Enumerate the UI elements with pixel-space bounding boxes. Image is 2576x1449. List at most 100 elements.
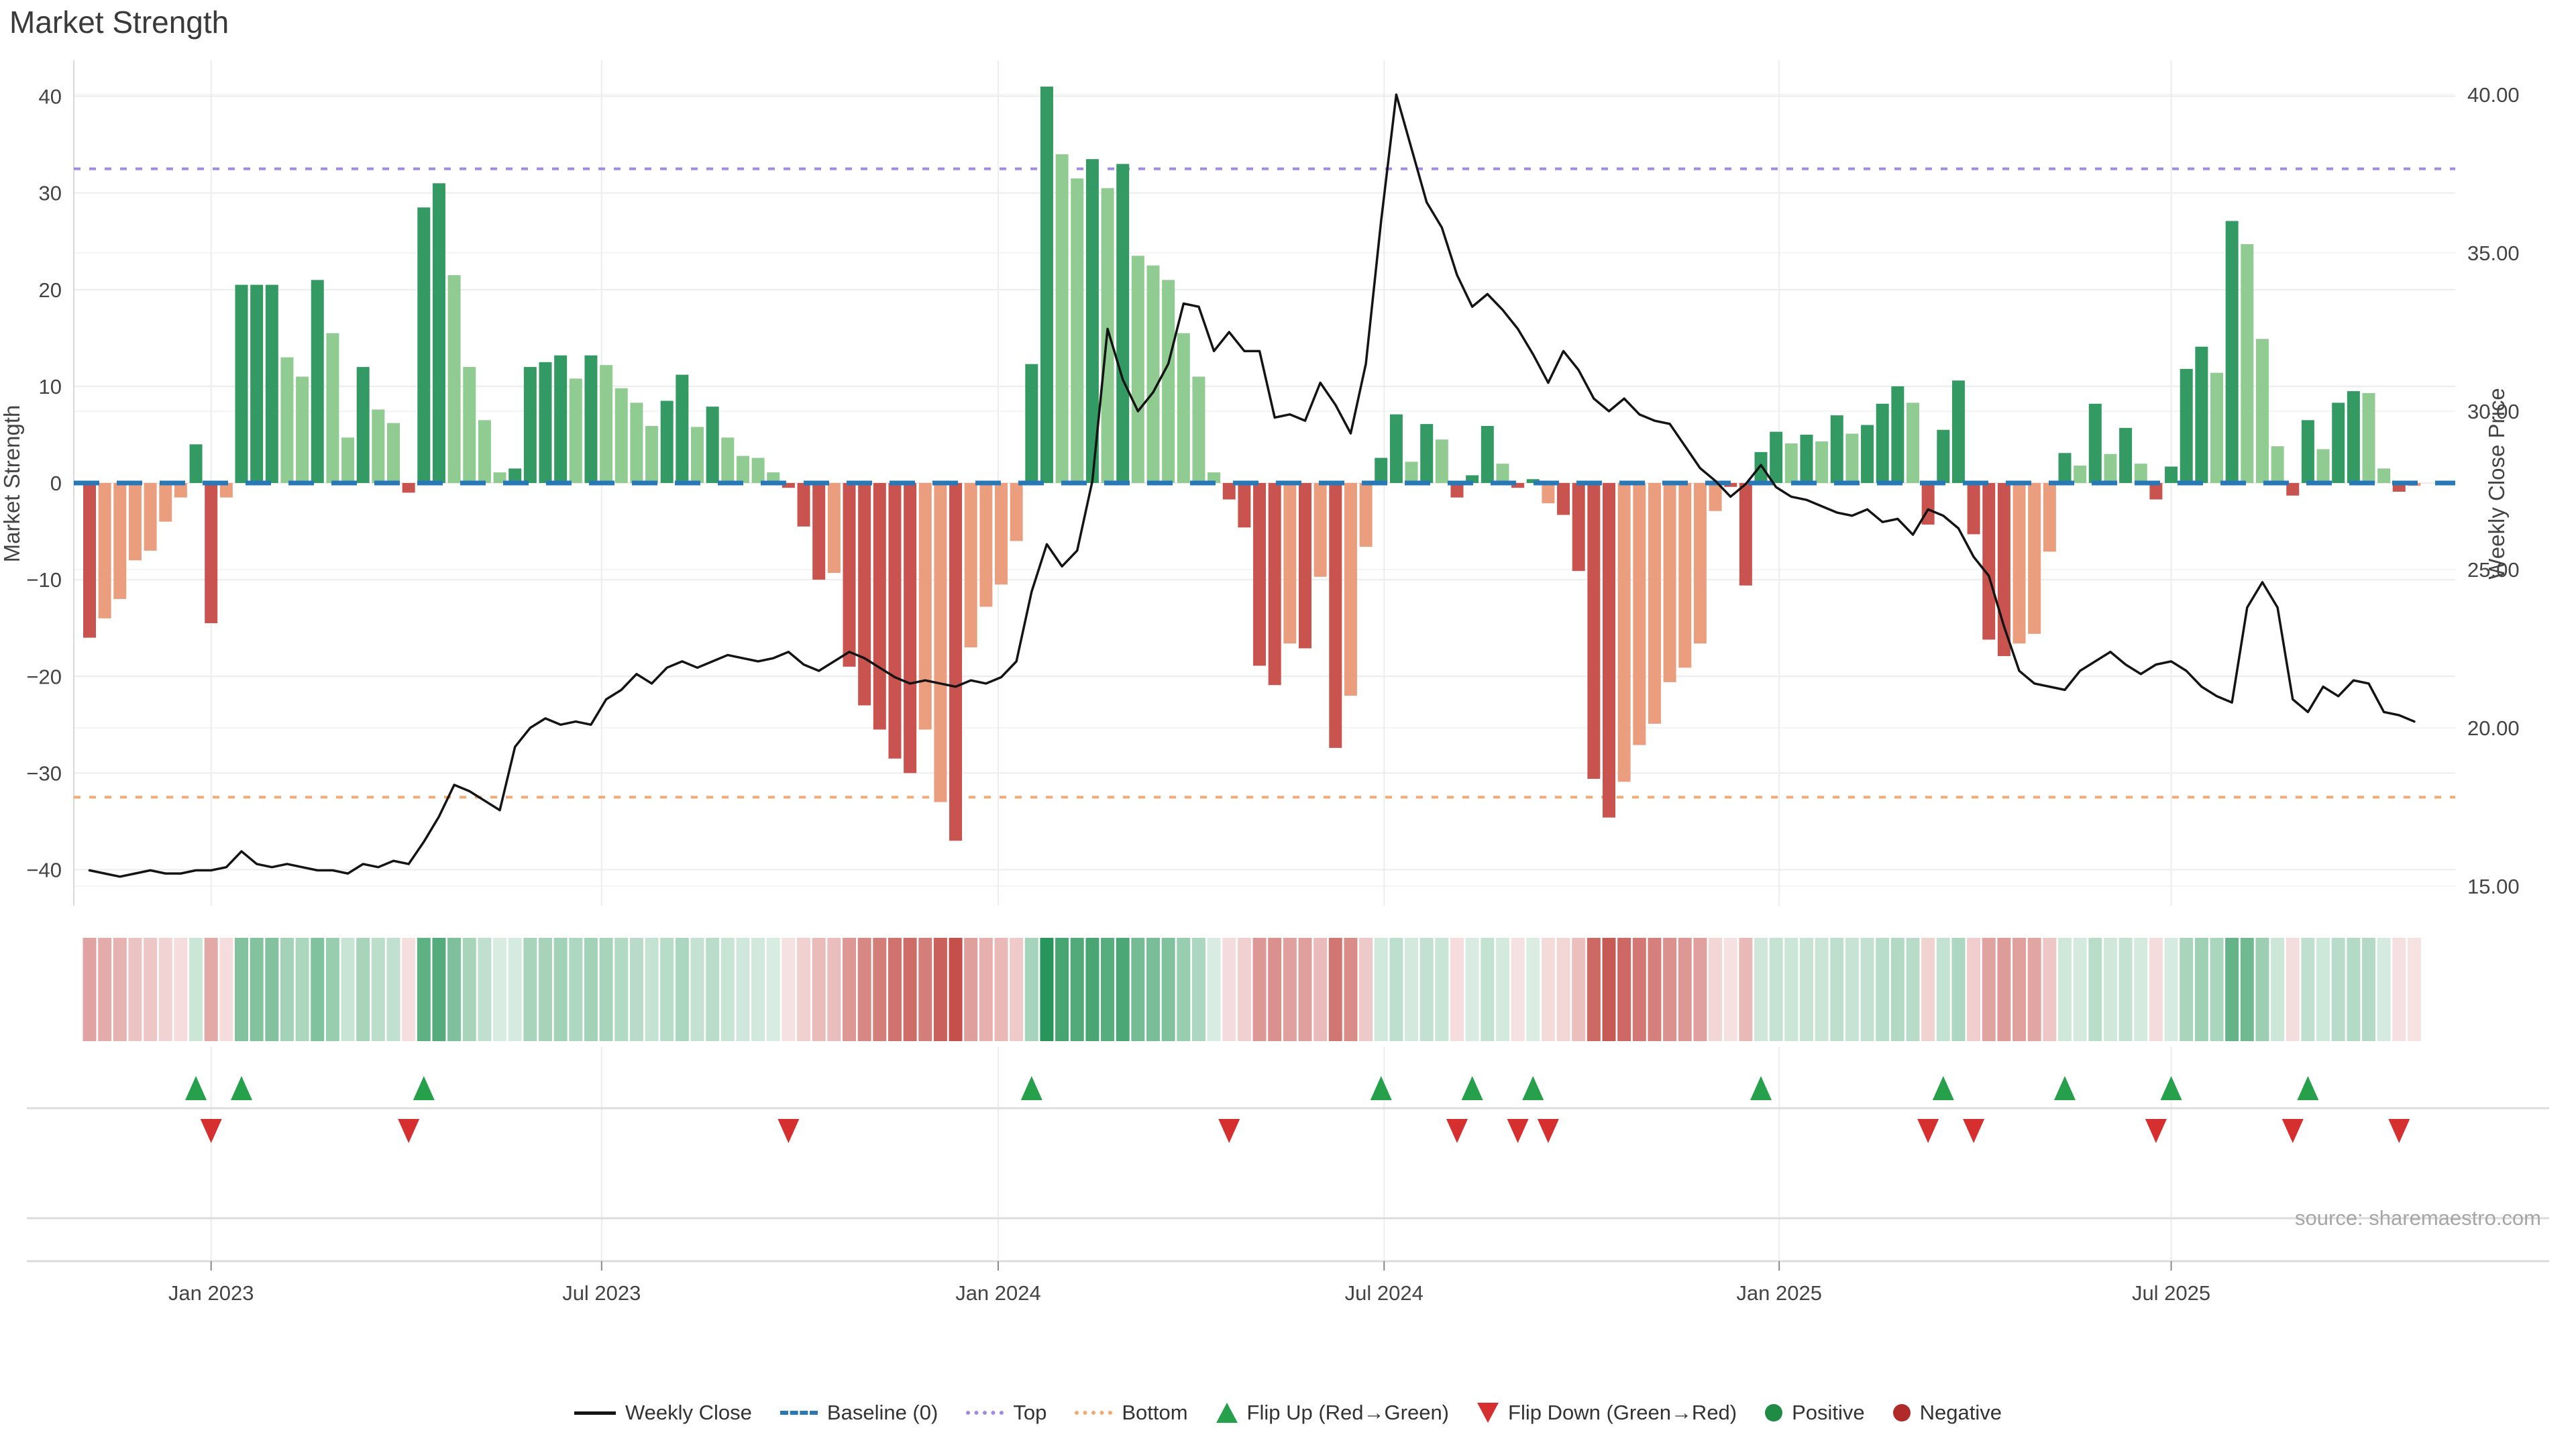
heatmap-cell bbox=[250, 938, 264, 1041]
strength-bar bbox=[934, 483, 947, 802]
strength-bar bbox=[995, 483, 1008, 585]
heatmap-cell bbox=[660, 938, 674, 1041]
strength-bar bbox=[2074, 466, 2087, 483]
strength-bar bbox=[1693, 483, 1707, 644]
heatmap-cell bbox=[1237, 938, 1251, 1041]
flip-up-marker bbox=[185, 1076, 207, 1100]
flip-up-marker bbox=[2297, 1076, 2319, 1100]
heatmap-cell bbox=[1101, 938, 1115, 1041]
strength-bar bbox=[356, 367, 370, 483]
heatmap-cell bbox=[113, 938, 127, 1041]
legend-item-positive[interactable]: Positive bbox=[1765, 1401, 1865, 1425]
heatmap-cell bbox=[1572, 938, 1586, 1041]
strength-bar bbox=[660, 400, 674, 483]
legend-item-flip-down[interactable]: Flip Down (Green→Red) bbox=[1477, 1401, 1737, 1425]
strength-bar bbox=[676, 374, 689, 483]
strength-bar bbox=[858, 483, 871, 706]
heatmap-cell bbox=[782, 938, 796, 1041]
legend-item-bottom[interactable]: Bottom bbox=[1075, 1401, 1188, 1425]
strength-bar bbox=[797, 483, 810, 527]
strength-bar bbox=[1663, 483, 1676, 682]
heatmap-cell bbox=[1511, 938, 1525, 1041]
heatmap-cell bbox=[873, 938, 887, 1041]
weekly-close-line bbox=[88, 93, 2416, 878]
strength-bar bbox=[554, 355, 568, 483]
heatmap-cell bbox=[933, 938, 947, 1041]
x-tick-label: Jul 2023 bbox=[562, 1281, 641, 1305]
strength-bar bbox=[98, 483, 111, 619]
heatmap-cell bbox=[1283, 938, 1297, 1041]
strength-bar bbox=[1861, 425, 1874, 483]
triangle-down-icon bbox=[1477, 1403, 1499, 1423]
heatmap-cell bbox=[1997, 938, 2011, 1041]
strength-bar bbox=[2088, 403, 2102, 483]
legend-label: Flip Down (Green→Red) bbox=[1508, 1401, 1737, 1424]
legend-item-weekly-close[interactable]: Weekly Close bbox=[574, 1401, 752, 1425]
heatmap-cell bbox=[2225, 938, 2239, 1041]
triangle-up-icon bbox=[1216, 1403, 1238, 1423]
heatmap-cell bbox=[2286, 938, 2300, 1041]
strength-bar bbox=[296, 376, 309, 483]
strength-bar bbox=[1678, 483, 1692, 668]
left-tick-label: 0 bbox=[50, 472, 62, 495]
heatmap-cell bbox=[1419, 938, 1434, 1041]
dotted-line-orange-icon bbox=[1075, 1411, 1113, 1415]
strength-bar bbox=[174, 483, 187, 498]
heatmap-cell bbox=[508, 938, 522, 1041]
strength-bar bbox=[493, 472, 506, 483]
heatmap-cell bbox=[2164, 938, 2178, 1041]
heatmap-cell bbox=[402, 938, 416, 1041]
heatmap-cell bbox=[2194, 938, 2208, 1041]
strength-bar bbox=[2225, 221, 2239, 483]
left-tick-label: 40 bbox=[39, 85, 62, 109]
heatmap-cell bbox=[1146, 938, 1160, 1041]
strength-bar bbox=[1496, 464, 1509, 483]
heatmap-cell bbox=[1450, 938, 1464, 1041]
strength-bar bbox=[569, 378, 582, 483]
strength-bar bbox=[1557, 483, 1570, 515]
legend-item-flip-up[interactable]: Flip Up (Red→Green) bbox=[1216, 1401, 1449, 1425]
legend-item-baseline[interactable]: Baseline (0) bbox=[780, 1401, 938, 1425]
legend-label: Flip Up (Red→Green) bbox=[1246, 1401, 1450, 1424]
heatmap-cell bbox=[1055, 938, 1069, 1041]
heatmap-cell bbox=[2377, 938, 2391, 1041]
strength-bar bbox=[1405, 462, 1418, 483]
strength-bar bbox=[2028, 483, 2041, 634]
heatmap-cell bbox=[903, 938, 917, 1041]
strength-bar bbox=[1587, 483, 1601, 780]
strength-bar bbox=[1784, 443, 1798, 483]
heatmap-cell bbox=[1024, 938, 1038, 1041]
strength-bar bbox=[1071, 178, 1084, 483]
line-swatch-icon bbox=[574, 1411, 616, 1415]
strength-bar bbox=[1617, 483, 1631, 782]
strength-bar bbox=[979, 483, 993, 607]
strength-bar bbox=[1025, 364, 1038, 483]
heatmap-cell bbox=[493, 938, 507, 1041]
heatmap-cell bbox=[1754, 938, 1768, 1041]
x-tick-label: Jul 2025 bbox=[2132, 1281, 2210, 1305]
heatmap-cell bbox=[979, 938, 993, 1041]
heatmap-cell bbox=[432, 938, 446, 1041]
flip-up-marker bbox=[1020, 1076, 1042, 1100]
strength-bar bbox=[280, 357, 294, 483]
heatmap-cell bbox=[720, 938, 735, 1041]
left-tick-label: 20 bbox=[39, 278, 62, 302]
strength-bar bbox=[1481, 425, 1494, 483]
heatmap-cell bbox=[1313, 938, 1328, 1041]
strength-bar bbox=[736, 455, 749, 483]
strength-bar bbox=[1907, 402, 1919, 483]
strength-bar bbox=[918, 483, 932, 730]
heatmap-cell bbox=[1252, 938, 1267, 1041]
heatmap-cell bbox=[827, 938, 841, 1041]
heatmap-cell bbox=[766, 938, 780, 1041]
strength-bar bbox=[1633, 483, 1646, 745]
source-attribution: source: sharemaestro.com bbox=[2295, 1206, 2541, 1230]
heatmap-cell bbox=[1191, 938, 1205, 1041]
heatmap-cell bbox=[2362, 938, 2375, 1041]
strength-bar bbox=[1344, 483, 1357, 696]
legend-item-negative[interactable]: Negative bbox=[1892, 1401, 2002, 1425]
legend-item-top[interactable]: Top bbox=[966, 1401, 1046, 1425]
flip-up-marker bbox=[2054, 1076, 2076, 1100]
heatmap-cell bbox=[2180, 938, 2194, 1041]
